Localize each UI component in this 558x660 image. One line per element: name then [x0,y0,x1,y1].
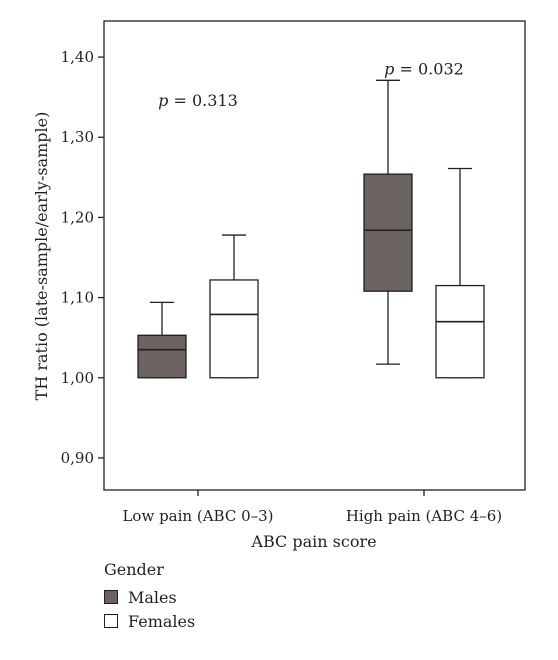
y-tick-label: 1,20 [61,208,94,226]
y-tick-label: 1,10 [61,289,94,307]
p-value: = 0.313 [168,91,237,110]
legend-item-males: Males [104,585,195,609]
y-axis: 0,90 1,00 1,10 1,20 1,30 1,40 [61,48,104,467]
p-symbol: p [384,60,394,79]
box-females-1 [435,167,485,379]
x-category-label: High pain (ABC 4–6) [346,507,502,525]
legend-swatch-males [104,590,118,604]
legend-label-females: Females [128,611,196,631]
p-value-label: p = 0.032 [384,60,464,79]
y-tick-label: 1,40 [61,48,94,66]
x-category-label: Low pain (ABC 0–3) [122,507,273,525]
box-iqr [435,284,485,379]
plot-frame [103,20,526,491]
p-value-label: p = 0.313 [158,91,238,110]
y-tick-label: 1,00 [61,369,94,387]
box-males-0 [137,301,187,379]
box-iqr [137,334,187,379]
legend-swatch-females [104,614,118,628]
box-iqr [363,173,413,292]
box-females-0 [209,234,259,379]
x-axis-categories: Low pain (ABC 0–3) High pain (ABC 4–6) [122,490,502,525]
legend-title: Gender [104,560,164,579]
p-symbol: p [158,91,168,110]
y-axis-title: TH ratio (late-sample/early-sample) [32,112,51,401]
legend-item-females: Females [104,609,195,633]
legend-label-males: Males [128,587,177,607]
box-males-1 [363,79,413,365]
y-tick-label: 1,30 [61,128,94,146]
box-iqr [209,279,259,379]
y-tick-label: 0,90 [61,449,94,467]
p-value: = 0.032 [394,60,463,79]
plot-boxes [137,79,485,379]
legend: Gender Males Females [104,560,195,633]
x-axis-title: ABC pain score [250,532,376,551]
